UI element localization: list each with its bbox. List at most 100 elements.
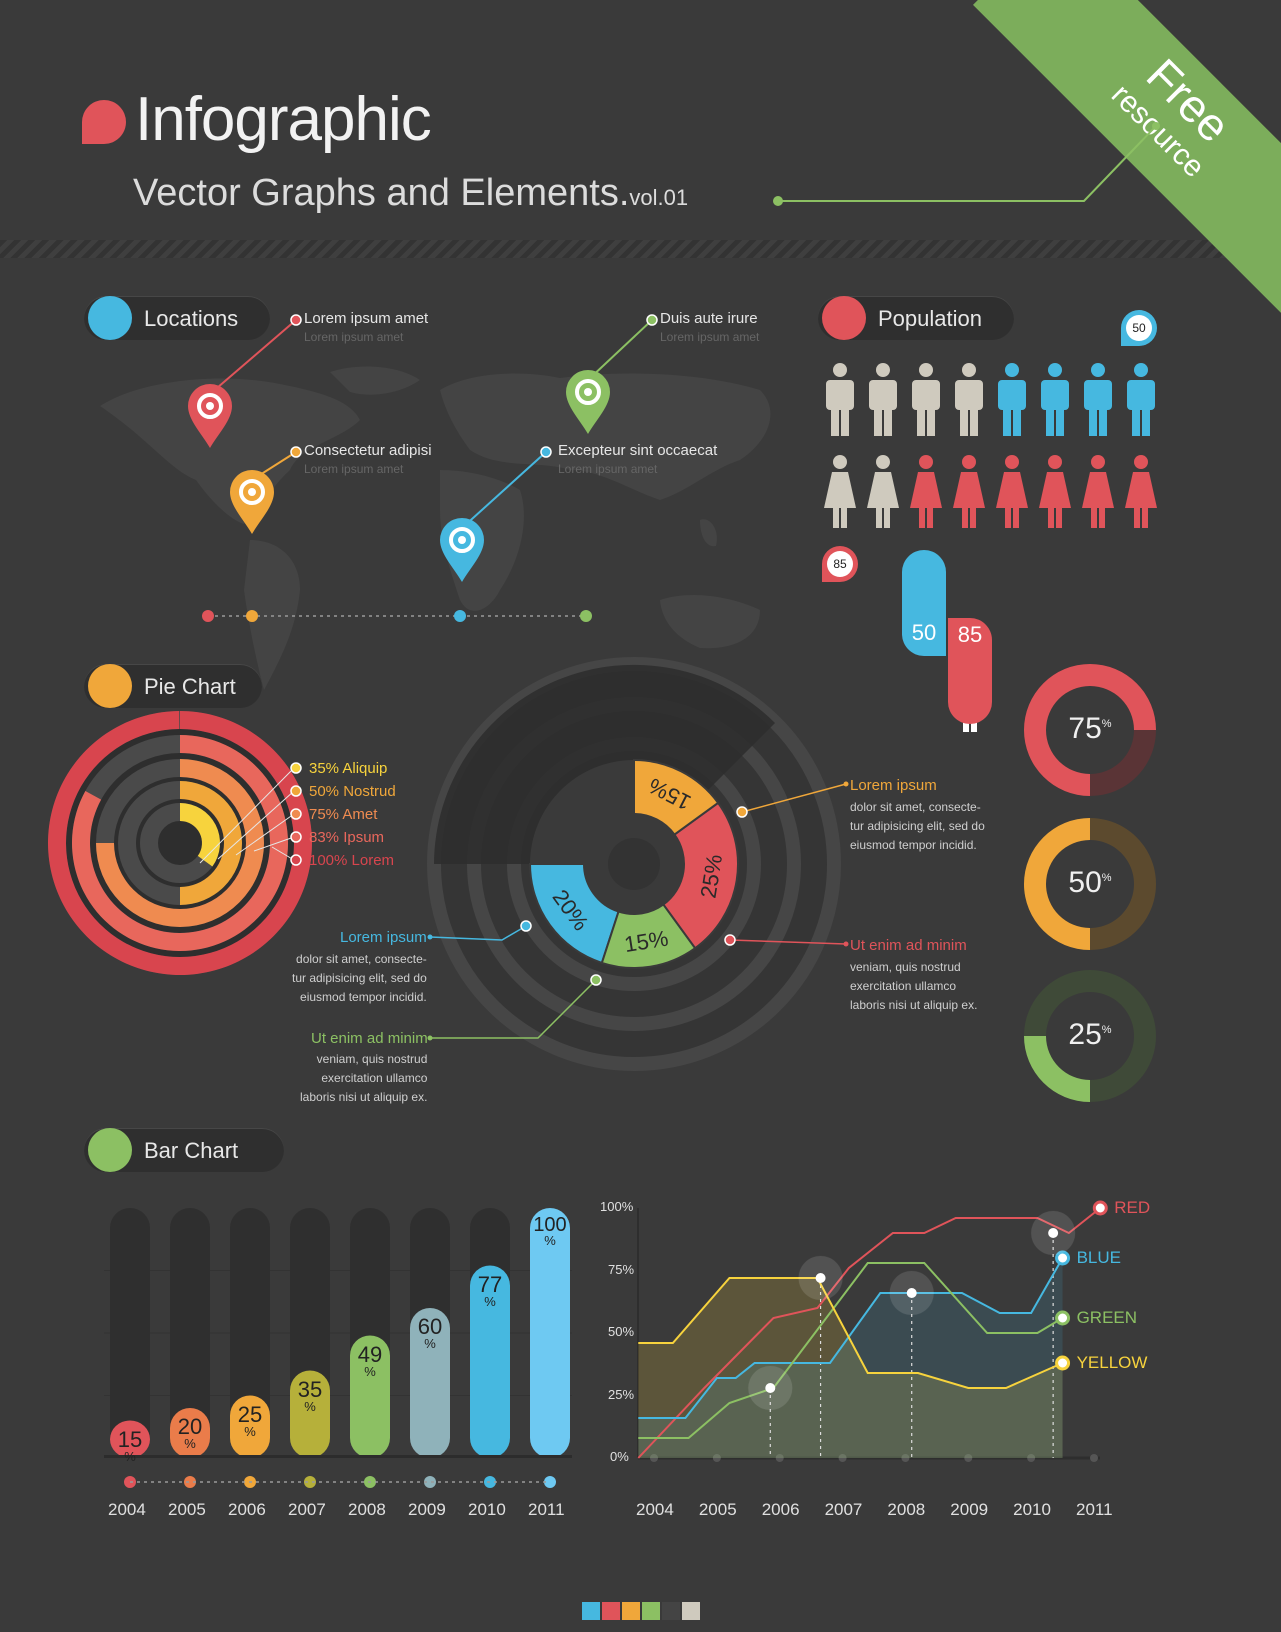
pie-annotation-end-3 bbox=[427, 934, 433, 940]
line-x-tick-2006 bbox=[775, 1454, 784, 1462]
line-legend-yellow: YELLOW bbox=[1076, 1353, 1148, 1372]
donut-75-arc bbox=[1024, 664, 1156, 796]
location-1-sub: Lorem ipsum amet bbox=[304, 330, 404, 344]
ring-legend-2: 50% Nostrud bbox=[309, 783, 396, 800]
location-timeline-dot-2 bbox=[246, 610, 258, 622]
bar-value-2005: 20% bbox=[170, 1414, 210, 1451]
woman-icon-1 bbox=[824, 455, 856, 528]
location-3-title: Duis aute irure bbox=[660, 310, 758, 327]
ring-arc-35 bbox=[180, 803, 221, 867]
man-icon-4 bbox=[955, 363, 983, 436]
woman-icon-1-leg-l bbox=[833, 506, 839, 528]
man-icon-3-leg-r bbox=[927, 408, 935, 436]
line-x-tick-2011 bbox=[1090, 1454, 1098, 1462]
donut-25-value: 25% bbox=[1020, 1018, 1160, 1052]
men-badge-value: 50 bbox=[1126, 315, 1152, 341]
bar-value-2006: 25% bbox=[230, 1402, 270, 1439]
man-icon-1 bbox=[826, 363, 854, 436]
location-4-pin-icon bbox=[440, 518, 484, 582]
bar-value-2007: 35% bbox=[290, 1377, 330, 1414]
man-icon-2-body bbox=[869, 380, 897, 410]
man-icon-8-leg-r bbox=[1142, 408, 1150, 436]
line-x-tick-2007 bbox=[838, 1454, 847, 1462]
line-end-dot-blue bbox=[1055, 1250, 1071, 1266]
woman-icon-3-leg-l bbox=[919, 506, 925, 528]
man-icon-2-leg-r bbox=[884, 408, 892, 436]
location-1-leader bbox=[209, 319, 297, 395]
man-icon-1-head bbox=[833, 363, 847, 377]
man-icon-8-body bbox=[1127, 380, 1155, 410]
pie-slice-2 bbox=[600, 903, 697, 969]
line-end-dot-red bbox=[1092, 1200, 1108, 1216]
donut-50-arc bbox=[1023, 818, 1090, 950]
woman-icon-3-leg-r bbox=[927, 506, 933, 528]
women-badge-value: 85 bbox=[827, 551, 853, 577]
bar-track-2004 bbox=[110, 1208, 150, 1458]
location-3-leader-dot bbox=[646, 314, 658, 326]
bar-value-pct: % bbox=[244, 1423, 256, 1439]
bar-value-2010: 77% bbox=[470, 1272, 510, 1309]
donut-75-number: 75 bbox=[1068, 712, 1102, 745]
location-4-leader bbox=[461, 451, 547, 529]
ring-legend-1: 35% Aliquip bbox=[309, 760, 388, 777]
header-connector-dot-start bbox=[773, 196, 783, 206]
line-year-2011: 2011 bbox=[1076, 1500, 1113, 1519]
bar-year-2004: 2004 bbox=[108, 1500, 146, 1519]
women-percent-value: 85 bbox=[957, 622, 983, 647]
woman-icon-7-dress bbox=[1082, 472, 1114, 508]
header-connector-line bbox=[778, 125, 1157, 202]
map-landmass-2 bbox=[244, 540, 300, 690]
footer-swatch-5 bbox=[662, 1602, 680, 1620]
bar-chart-header: Bar Chart bbox=[84, 1128, 284, 1172]
footer-swatch-4 bbox=[642, 1602, 660, 1620]
bar-value-pct: % bbox=[304, 1398, 316, 1414]
donut-50-number: 50 bbox=[1068, 866, 1102, 899]
locations-title: Locations bbox=[144, 306, 239, 331]
ring-legend-leader-1 bbox=[199, 767, 295, 864]
logo-dot bbox=[82, 100, 126, 144]
woman-icon-4 bbox=[953, 455, 985, 528]
line-end-dot-yellow bbox=[1055, 1355, 1071, 1371]
bar-value-pct: % bbox=[184, 1436, 196, 1451]
pie-annotation-3-text: dolor sit amet, consecte- tur adipisicin… bbox=[292, 952, 427, 1004]
ring-legend-5: 100% Lorem bbox=[309, 852, 395, 869]
woman-icon-2-leg-l bbox=[876, 506, 882, 528]
donut-50-sign: % bbox=[1101, 872, 1112, 884]
donut-75-sign: % bbox=[1101, 718, 1112, 730]
bar-value-pct: % bbox=[364, 1363, 376, 1379]
line-x-tick-2008 bbox=[901, 1454, 910, 1462]
location-1-pin-icon-center bbox=[206, 402, 214, 410]
man-icon-2-leg-l bbox=[874, 408, 882, 436]
bar-year-2005: 2005 bbox=[168, 1500, 206, 1519]
pie-annotation-dot-4 bbox=[590, 974, 602, 986]
man-icon-8-head bbox=[1134, 363, 1148, 377]
line-ytick-4: 0% bbox=[610, 1449, 629, 1464]
line-area-blue bbox=[638, 1258, 1063, 1458]
line-series-blue bbox=[638, 1257, 1064, 1419]
footer-swatch-3 bbox=[622, 1602, 640, 1620]
line-ytick-3: 25% bbox=[608, 1386, 635, 1402]
map-landmass-3 bbox=[330, 366, 420, 395]
man-icon-6-body bbox=[1041, 380, 1069, 410]
man-icon-4-leg-l bbox=[960, 408, 968, 436]
bar-year-2006: 2006 bbox=[228, 1500, 266, 1519]
line-x-tick-2004 bbox=[650, 1454, 658, 1462]
bar-value-2011: 100% bbox=[530, 1214, 570, 1248]
man-icon-2-head bbox=[876, 363, 890, 377]
line-legend-blue: BLUE bbox=[1076, 1248, 1121, 1267]
ring-legend-leader-4 bbox=[253, 836, 295, 852]
man-icon-6 bbox=[1041, 363, 1069, 436]
location-4-pin-icon-center bbox=[458, 536, 466, 544]
pie-annotation-1-text: dolor sit amet, consecte- tur adipisicin… bbox=[850, 800, 985, 852]
man-icon-8-leg-l bbox=[1132, 408, 1140, 436]
line-end-dot-green bbox=[1055, 1310, 1071, 1326]
location-1-leader-dot bbox=[290, 314, 302, 326]
woman-icon-8-leg-l bbox=[1134, 506, 1140, 528]
bar-2007 bbox=[290, 1370, 330, 1458]
bar-track-2005 bbox=[170, 1208, 210, 1458]
ring-legend-3: 75% Amet bbox=[309, 806, 378, 823]
line-x-tick-2010 bbox=[1027, 1454, 1036, 1462]
man-icon-3-leg-l bbox=[917, 408, 925, 436]
location-3-pin-icon-ring bbox=[575, 379, 601, 405]
